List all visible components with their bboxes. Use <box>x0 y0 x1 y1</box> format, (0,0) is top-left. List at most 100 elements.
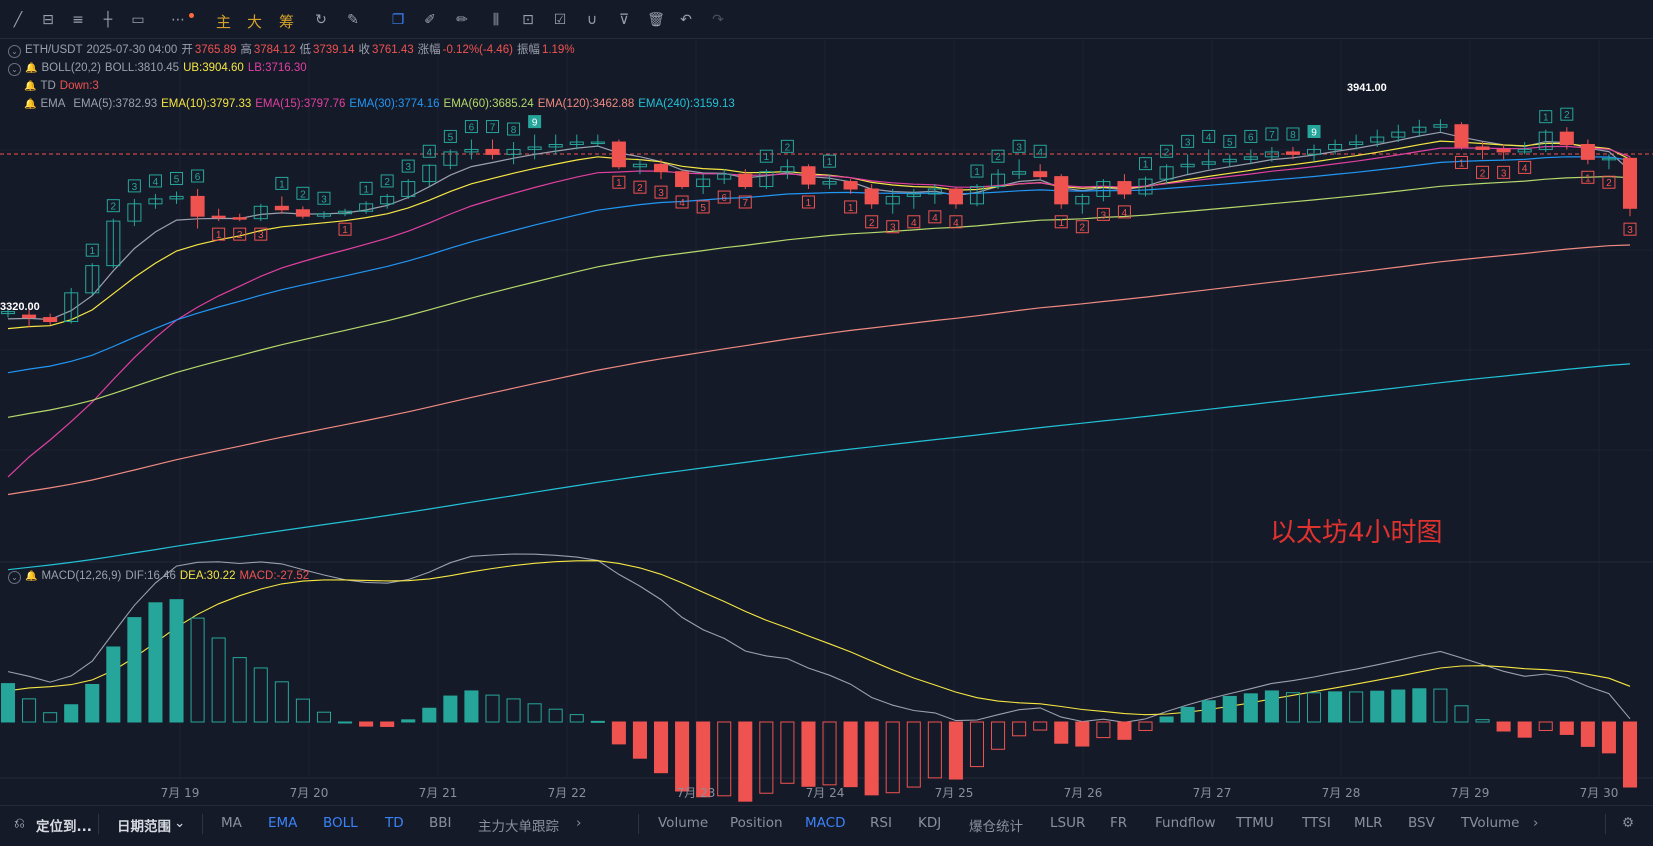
chevron-right-icon[interactable]: › <box>1533 815 1539 831</box>
parallel-lines-icon[interactable]: ≡ <box>72 12 84 28</box>
macd-bar <box>590 720 605 723</box>
sub-indicator-mlr[interactable]: MLR <box>1354 815 1383 831</box>
undo-icon[interactable]: ↶ <box>680 12 692 28</box>
macd-bar <box>1096 721 1111 739</box>
td-up-label: 8 <box>511 125 517 136</box>
macd-bar <box>443 695 458 723</box>
td-down-marker <box>1497 165 1511 179</box>
td-up-label: 7 <box>1269 130 1275 141</box>
sub-indicator-fundflow[interactable]: Fundflow <box>1155 815 1216 831</box>
td-down-marker <box>844 200 858 214</box>
trash-icon[interactable]: 🗑 <box>647 12 665 28</box>
macd-bar <box>127 617 142 723</box>
candle <box>864 188 879 205</box>
large-order-toggle[interactable]: 大 <box>247 13 263 31</box>
sub-indicator-lsur[interactable]: LSUR <box>1050 815 1086 831</box>
chevron-down-icon[interactable]: ⌄ <box>174 815 186 831</box>
td-down-marker <box>886 220 900 234</box>
sub-indicator-liquidation[interactable]: 爆仓统计 <box>969 819 1023 835</box>
ruler-icon[interactable]: ✐ <box>424 12 436 28</box>
macd-lines <box>7 553 1631 723</box>
td-up-label: 6 <box>1248 132 1254 143</box>
candle <box>843 181 858 190</box>
td-down-marker <box>633 180 647 194</box>
line-tool-icon[interactable]: ╱ <box>13 12 23 28</box>
td-up-label: 3 <box>405 162 411 173</box>
x-tick: 7月 20 <box>289 786 329 800</box>
sub-indicator-kdj[interactable]: KDJ <box>918 815 942 831</box>
collapse-icon[interactable]: ⌄ <box>8 45 21 58</box>
td-up-marker <box>170 171 184 185</box>
td-down-marker <box>1623 222 1637 236</box>
macd-bar <box>653 721 669 774</box>
bell-icon: 🔔 <box>25 571 38 582</box>
filter-icon[interactable]: ⊽ <box>618 12 630 28</box>
main-indicator-boll[interactable]: BOLL <box>323 815 358 831</box>
candle <box>64 292 79 323</box>
collapse-icon[interactable]: ⌄ <box>8 63 21 76</box>
candle <box>1285 151 1300 155</box>
brush-icon[interactable]: ✎ <box>347 12 359 28</box>
copy-icon[interactable]: ❐ <box>391 12 405 28</box>
magnet-icon[interactable]: ∪ <box>586 12 598 28</box>
low-value: 3739.14 <box>312 44 355 56</box>
td-up-marker <box>1181 134 1195 148</box>
pen-icon[interactable]: ✏ <box>456 12 468 28</box>
macd-bar <box>548 708 563 723</box>
td-down-label: 3 <box>1627 225 1633 236</box>
x-tick: 7月 19 <box>160 786 200 800</box>
redo-icon[interactable]: ↷ <box>712 12 724 28</box>
main-indicator-large-order[interactable]: 主力大单跟踪 <box>478 819 559 835</box>
horizontal-line-icon[interactable]: ⊟ <box>42 12 54 28</box>
chevron-right-icon[interactable]: › <box>576 815 582 831</box>
sub-indicator-tvolume[interactable]: TVolume <box>1461 815 1520 831</box>
x-tick: 7月 26 <box>1063 786 1103 800</box>
locate-button[interactable]: 定位到... <box>36 819 92 835</box>
candle <box>1433 124 1448 128</box>
rectangle-icon[interactable]: ▭ <box>131 12 145 28</box>
td-down-label: 4 <box>1522 163 1528 174</box>
settings-icon[interactable]: ⚙ <box>1622 815 1635 831</box>
main-indicator-bbi[interactable]: BBI <box>429 815 452 831</box>
td-down-label: 1 <box>342 225 348 236</box>
compare-icon[interactable]: ⫼ <box>492 12 500 28</box>
td-up-marker <box>1012 139 1026 153</box>
more-icon[interactable]: ⋯ <box>171 12 185 28</box>
refresh-icon[interactable]: ↻ <box>315 12 327 28</box>
td-up-marker <box>970 164 984 178</box>
sub-indicator-position[interactable]: Position <box>730 815 783 831</box>
main-indicator-ma[interactable]: MA <box>221 815 242 831</box>
edit-icon[interactable]: ☑ <box>553 12 567 28</box>
sub-indicator-rsi[interactable]: RSI <box>870 815 892 831</box>
candles <box>0 119 1638 328</box>
cross-line-icon[interactable]: ┼ <box>103 12 113 28</box>
macd-bar <box>1496 721 1511 732</box>
main-indicator-td[interactable]: TD <box>385 815 404 831</box>
locate-icon[interactable]: ⎌ <box>14 815 25 831</box>
macd-bar <box>190 617 205 723</box>
td-down-marker <box>865 215 879 229</box>
td-markers: 1 2 3 4 5 6 1 2 3 1 2 3 1 1 2 3 4 5 6 7 8 9 1 2 3 4 5 6 7 1 2 1 1 1 2 3 4 4 4 1… <box>85 107 1637 257</box>
sub-indicator-fr[interactable]: FR <box>1110 815 1128 831</box>
sub-indicator-macd[interactable]: MACD <box>805 815 846 831</box>
sub-indicator-ttsi[interactable]: TTSI <box>1302 815 1331 831</box>
td-up-label: 8 <box>1290 130 1296 141</box>
td-up-label: 5 <box>1227 137 1233 148</box>
sub-indicator-bsv[interactable]: BSV <box>1408 815 1435 831</box>
sub-indicator-ttmu[interactable]: TTMU <box>1236 815 1274 831</box>
collapse-icon[interactable]: ⌄ <box>8 571 21 584</box>
main-indicator-ema[interactable]: EMA <box>268 815 298 831</box>
td-down-marker <box>738 195 752 209</box>
macd-bar <box>1559 721 1574 735</box>
main-chart-toggle[interactable]: 主 <box>216 13 232 31</box>
td-up-marker <box>464 120 478 134</box>
date-range-button[interactable]: 日期范围 <box>117 819 171 835</box>
chip-toggle[interactable]: 筹 <box>279 13 295 31</box>
lock-icon[interactable]: ⊡ <box>522 12 534 28</box>
td-down-marker <box>338 222 352 236</box>
candle <box>274 205 289 211</box>
candle <box>295 209 310 217</box>
td-down-label: 1 <box>216 230 222 241</box>
sub-indicator-volume[interactable]: Volume <box>658 815 709 831</box>
